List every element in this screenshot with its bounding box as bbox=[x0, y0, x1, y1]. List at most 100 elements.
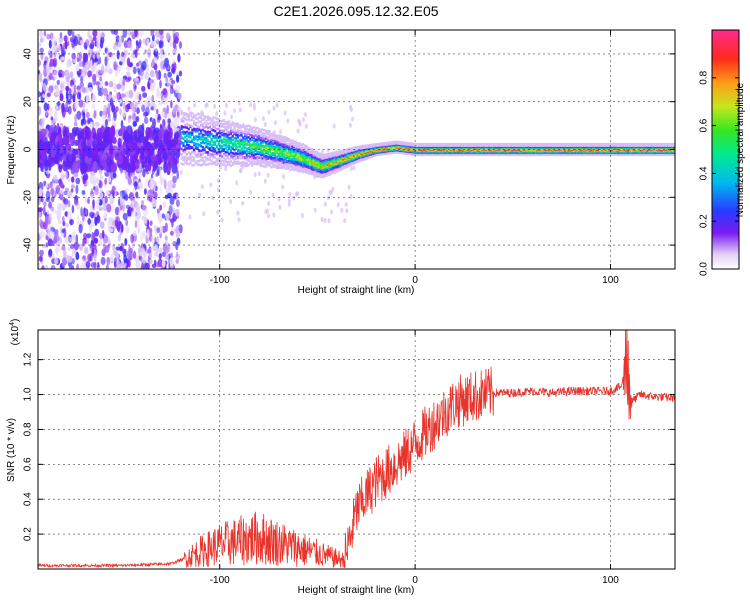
noise-cell bbox=[56, 144, 60, 156]
noise-cell bbox=[146, 96, 152, 103]
noise-cell bbox=[175, 251, 179, 257]
noise-cell bbox=[327, 218, 331, 224]
noise-cell bbox=[272, 105, 276, 111]
noise-cell bbox=[179, 41, 182, 49]
noise-cell bbox=[53, 70, 58, 81]
noise-cell bbox=[99, 69, 104, 74]
noise-cell bbox=[82, 111, 86, 122]
noise-cell bbox=[110, 163, 118, 173]
noise-cell bbox=[78, 53, 82, 62]
noise-cell bbox=[161, 111, 165, 117]
noise-cell bbox=[50, 148, 56, 158]
noise-cell bbox=[175, 199, 180, 207]
noise-cell bbox=[103, 95, 107, 101]
noise-cell bbox=[65, 79, 71, 87]
noise-cell bbox=[96, 127, 103, 139]
noise-cell bbox=[167, 118, 171, 124]
noise-cell bbox=[53, 118, 57, 124]
noise-cell bbox=[142, 168, 146, 178]
noise-cell bbox=[164, 57, 170, 68]
noise-cell bbox=[95, 199, 100, 204]
noise-cell bbox=[113, 82, 117, 93]
noise-cell bbox=[115, 44, 119, 52]
noise-cell bbox=[330, 209, 333, 215]
noise-cell bbox=[108, 81, 114, 88]
noise-cell bbox=[64, 222, 70, 228]
noise-cell bbox=[96, 177, 100, 185]
noise-cell bbox=[58, 163, 63, 173]
noise-cell bbox=[161, 213, 166, 219]
noise-cell bbox=[92, 36, 97, 41]
noise-cell bbox=[125, 91, 130, 98]
noise-cell bbox=[137, 99, 141, 105]
noise-cell bbox=[93, 110, 97, 119]
noise-cell bbox=[165, 251, 170, 260]
spectrogram-cell bbox=[187, 127, 190, 131]
noise-cell bbox=[175, 84, 181, 94]
noise-cell bbox=[99, 221, 105, 229]
noise-cell bbox=[115, 216, 120, 224]
noise-cell bbox=[113, 112, 117, 122]
noise-cell bbox=[253, 172, 257, 178]
noise-cell bbox=[140, 247, 145, 253]
noise-cell bbox=[56, 101, 61, 106]
noise-cell bbox=[40, 51, 44, 61]
noise-cell bbox=[301, 117, 305, 123]
noise-cell bbox=[144, 99, 148, 107]
noise-cell bbox=[146, 219, 150, 229]
noise-cell bbox=[344, 202, 348, 207]
noise-cell bbox=[60, 49, 67, 56]
noise-cell bbox=[94, 216, 98, 226]
noise-cell bbox=[146, 38, 150, 45]
noise-cell bbox=[220, 217, 224, 223]
noise-cell bbox=[163, 72, 167, 79]
noise-cell bbox=[125, 219, 129, 227]
noise-cell bbox=[156, 227, 161, 234]
noise-cell bbox=[41, 150, 47, 162]
noise-cell bbox=[116, 50, 120, 60]
noise-cell bbox=[67, 30, 72, 37]
noise-cell bbox=[85, 127, 92, 140]
noise-cell bbox=[72, 95, 75, 101]
noise-cell bbox=[121, 190, 127, 200]
noise-cell bbox=[175, 37, 179, 45]
noise-cell bbox=[159, 247, 162, 253]
noise-cell bbox=[143, 116, 149, 124]
noise-cell bbox=[154, 251, 159, 257]
noise-cell bbox=[350, 166, 353, 172]
noise-cell bbox=[51, 195, 55, 203]
noise-cell bbox=[109, 195, 114, 205]
noise-cell bbox=[153, 127, 160, 134]
noise-cell bbox=[102, 214, 107, 219]
noise-cell bbox=[262, 116, 265, 122]
noise-cell bbox=[117, 137, 122, 148]
noise-cell bbox=[106, 49, 110, 57]
noise-cell bbox=[149, 259, 153, 265]
noise-cell bbox=[110, 30, 116, 35]
noise-cell bbox=[193, 102, 197, 108]
noise-cell bbox=[38, 255, 43, 262]
noise-cell bbox=[106, 93, 109, 102]
noise-cell bbox=[45, 110, 48, 117]
noise-cell bbox=[146, 101, 151, 108]
noise-cell bbox=[94, 122, 100, 127]
noise-cell bbox=[48, 201, 53, 209]
noise-cell bbox=[162, 243, 168, 253]
noise-cell bbox=[79, 265, 85, 269]
noise-cell bbox=[349, 107, 353, 113]
noise-cell bbox=[133, 181, 139, 187]
noise-cell bbox=[167, 71, 173, 78]
noise-cell bbox=[274, 120, 277, 126]
noise-cell bbox=[102, 131, 109, 142]
noise-cell bbox=[69, 264, 75, 269]
noise-cell bbox=[99, 76, 103, 82]
noise-cell bbox=[349, 122, 352, 128]
noise-cell bbox=[159, 30, 164, 35]
noise-cell bbox=[202, 211, 206, 217]
noise-cell bbox=[73, 241, 79, 251]
noise-cell bbox=[89, 211, 95, 218]
noise-cell bbox=[272, 212, 276, 218]
noise-cell bbox=[58, 178, 62, 187]
noise-cell bbox=[141, 257, 147, 264]
noise-cell bbox=[313, 207, 317, 213]
